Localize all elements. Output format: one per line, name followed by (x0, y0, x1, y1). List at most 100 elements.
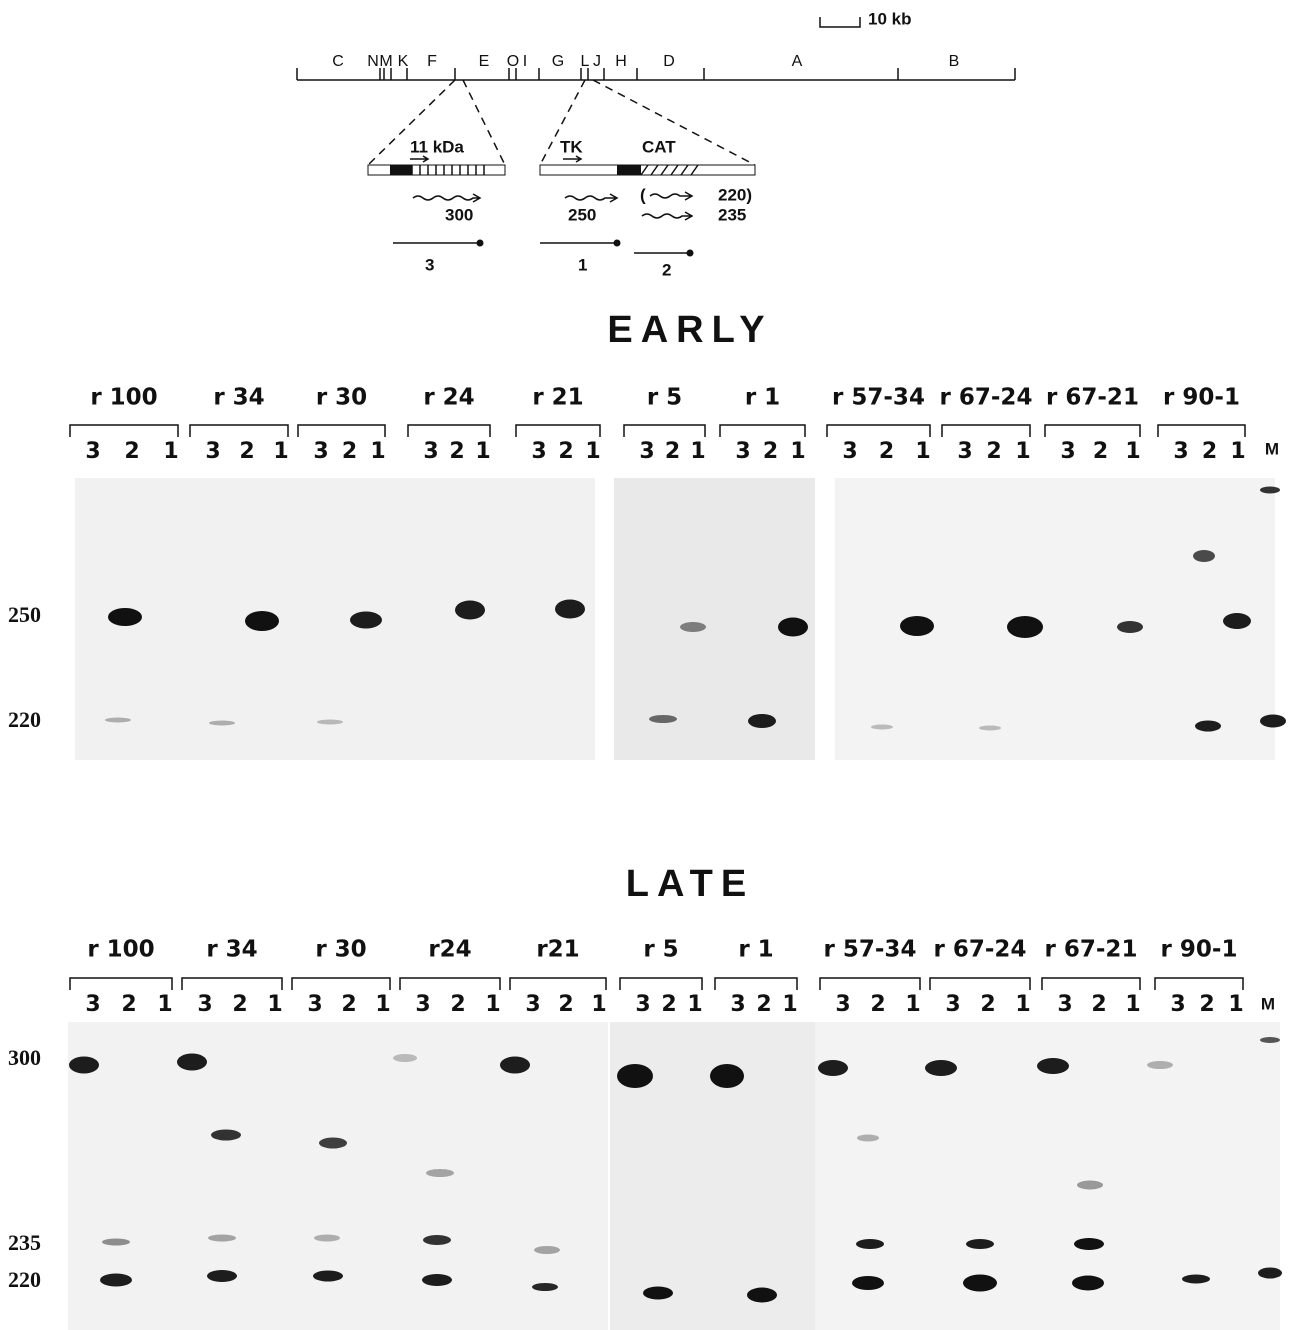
lane-label: 3 (945, 992, 960, 1017)
map-segment: A (792, 53, 803, 70)
lane-label: 2 (124, 439, 139, 464)
gel-band (857, 1135, 879, 1142)
lane-label: 2 (1202, 439, 1217, 464)
lane-label: 2 (756, 992, 771, 1017)
gel-band (617, 1064, 653, 1088)
group-label: r 67-21 (1046, 385, 1139, 411)
probe-label: 2 (662, 260, 671, 279)
lane-label: 3 (735, 439, 750, 464)
gel-band (710, 1064, 744, 1088)
lane-label: 3 (415, 992, 430, 1017)
lane-label: 3 (957, 439, 972, 464)
map-segment: D (663, 53, 675, 70)
group-bracket (516, 425, 600, 437)
panel-title: LATE (626, 863, 754, 905)
lane-label: 3 (313, 439, 328, 464)
gel-band (852, 1276, 884, 1290)
lane-label: 2 (121, 992, 136, 1017)
group-label: r 67-21 (1045, 937, 1138, 963)
group-bracket (190, 425, 288, 437)
group-bracket (720, 425, 805, 437)
group-label: r 1 (738, 937, 773, 963)
group-bracket (1042, 978, 1140, 990)
lane-label: 3 (635, 992, 650, 1017)
lane-label: 1 (485, 992, 500, 1017)
size-marker: 250 (8, 602, 41, 627)
group-label: r 30 (315, 937, 366, 963)
gel-band (69, 1057, 99, 1074)
lane-label: 1 (267, 992, 282, 1017)
gel-band (1260, 1037, 1280, 1043)
gel-band (319, 1138, 347, 1149)
gel-band (1147, 1061, 1173, 1069)
gel-band (856, 1239, 884, 1249)
gel-band (317, 720, 343, 725)
gel-band (1258, 1268, 1282, 1279)
gel-band (1037, 1058, 1069, 1074)
gel-band (500, 1057, 530, 1074)
gel-band (108, 608, 142, 626)
gel-band (211, 1130, 241, 1141)
group-bracket (182, 978, 282, 990)
lane-label: 1 (375, 992, 390, 1017)
gel-band (100, 1274, 132, 1287)
gel-band (1260, 487, 1280, 494)
lane-label: 3 (85, 439, 100, 464)
gel-band (314, 1235, 340, 1242)
lane-label: 1 (163, 439, 178, 464)
gel-band (747, 1288, 777, 1303)
group-bracket (408, 425, 490, 437)
size-marker: 220 (8, 707, 41, 732)
group-bracket (820, 978, 920, 990)
group-label: r 67-24 (934, 937, 1027, 963)
group-bracket (827, 425, 930, 437)
group-label: r 24 (423, 385, 474, 411)
lane-label: 2 (558, 992, 573, 1017)
lane-label: 1 (1125, 439, 1140, 464)
map-segment: N (367, 53, 379, 70)
gel-band (1223, 613, 1251, 629)
gel-background (75, 478, 595, 760)
map-segment: G (552, 53, 564, 70)
lane-label: 1 (370, 439, 385, 464)
gel-band (748, 714, 776, 728)
group-label: r 57-34 (832, 385, 925, 411)
group-bracket (70, 425, 178, 437)
lane-label: 1 (157, 992, 172, 1017)
gel-band (1195, 721, 1221, 732)
gel-band (979, 726, 1001, 731)
size-marker: 235 (8, 1230, 41, 1255)
probe-end (687, 250, 694, 257)
gel-band (208, 1235, 236, 1242)
marker-lane: M (1261, 994, 1275, 1013)
lane-label: 1 (591, 992, 606, 1017)
gel-band (1260, 715, 1286, 728)
map-segment: M (379, 53, 392, 70)
scale-bar (820, 17, 860, 27)
map-segment: J (593, 53, 601, 70)
lane-label: 3 (531, 439, 546, 464)
map-segment: B (949, 53, 960, 70)
lane-label: 3 (1060, 439, 1075, 464)
lane-label: 2 (558, 439, 573, 464)
gel-band (818, 1060, 848, 1076)
gel-band (532, 1283, 558, 1291)
gene-label: CAT (642, 137, 676, 156)
map-segment: L (581, 53, 590, 70)
group-label: r 57-34 (824, 937, 917, 963)
transcript-label: ( (640, 185, 646, 204)
group-bracket (942, 425, 1030, 437)
lane-label: 1 (1015, 992, 1030, 1017)
gel-background (835, 478, 1275, 760)
lane-label: 2 (1091, 992, 1106, 1017)
transcript-235 (642, 212, 692, 220)
lane-label: 3 (842, 439, 857, 464)
transcript-220 (650, 192, 692, 200)
lane-label: 2 (870, 992, 885, 1017)
gel-band (649, 715, 677, 723)
lane-label: 1 (1125, 992, 1140, 1017)
lane-label: 2 (232, 992, 247, 1017)
gel-band (245, 611, 279, 631)
lane-label: 1 (585, 439, 600, 464)
transcript-250 (565, 194, 617, 202)
